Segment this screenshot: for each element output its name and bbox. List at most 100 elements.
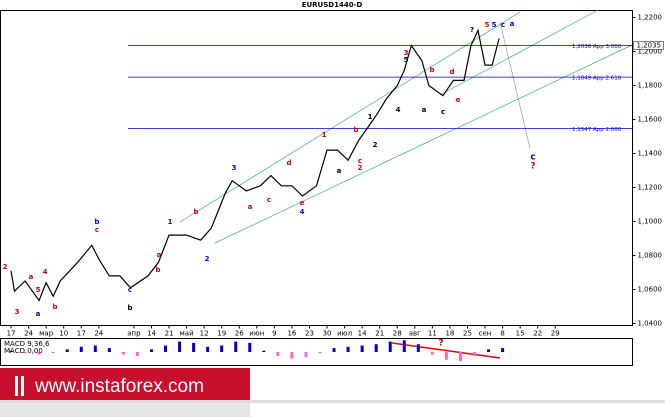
macd-bar xyxy=(346,346,350,352)
footer xyxy=(250,403,665,417)
plot-frame xyxy=(0,10,633,326)
x-tick-label: 11 xyxy=(428,330,437,338)
logo-bar xyxy=(15,376,18,396)
x-tick-label: 23 xyxy=(305,330,314,338)
x-tick-label: 25 xyxy=(463,330,472,338)
x-tick-label: 21 xyxy=(165,330,174,338)
macd-bar xyxy=(276,352,280,356)
x-tick-label: 12 xyxy=(200,330,209,338)
wave-label: 1 xyxy=(322,131,327,139)
y-tick-label: 1,2000 xyxy=(638,47,663,55)
macd-bar xyxy=(374,344,378,352)
current-price-label: 1,2035 xyxy=(637,42,662,50)
wave-label: a xyxy=(337,167,342,175)
wave-label: 2 xyxy=(358,164,363,172)
x-tick-label: июл xyxy=(337,330,352,338)
macd-bar xyxy=(487,349,491,352)
macd-bar xyxy=(304,352,308,358)
projection-line xyxy=(499,21,531,149)
wave-label: c xyxy=(530,153,535,163)
channel-upper xyxy=(179,11,521,223)
footer-line xyxy=(0,400,665,403)
divergence-line xyxy=(391,342,501,359)
x-tick-label: 19 xyxy=(217,330,226,338)
x-tick-label: 18 xyxy=(445,330,454,338)
x-tick-label: 24 xyxy=(94,330,103,338)
level-label: 1,1849 App 2.618 xyxy=(572,76,622,82)
x-tick-label: 29 xyxy=(551,330,560,338)
price-line xyxy=(10,28,500,302)
level-label: 1,1547 App 2.000 xyxy=(572,127,622,133)
macd-bar xyxy=(332,348,336,352)
wave-label: b xyxy=(429,66,434,74)
footer xyxy=(0,403,250,417)
macd-bar xyxy=(416,344,420,352)
wave-label: 5 xyxy=(36,286,41,294)
wave-label: 2 xyxy=(205,255,210,263)
wave-label: d xyxy=(286,159,291,167)
x-tick-label: 22 xyxy=(533,330,542,338)
level-label: 1,2036 App 3.000 xyxy=(572,44,622,50)
logo-bar xyxy=(21,376,24,396)
macd-frame xyxy=(0,338,633,366)
wave-label: a xyxy=(36,310,41,318)
wave-label: d xyxy=(449,68,454,76)
wave-label: a xyxy=(422,106,427,114)
wave-label: 3 xyxy=(404,49,409,57)
macd-bar xyxy=(388,341,392,352)
macd-bar xyxy=(164,345,168,352)
wave-label: 4 xyxy=(300,208,305,216)
y-tick-label: 1,1800 xyxy=(638,81,663,89)
macd-subtitle: MACD 0,00 xyxy=(4,347,43,355)
macd-bar xyxy=(473,352,476,356)
wave-label: b xyxy=(353,126,358,134)
wave-label: 4 xyxy=(43,268,48,276)
wave-label: c xyxy=(267,196,271,204)
x-tick-label: 24 xyxy=(24,330,33,338)
x-tick-label: 14 xyxy=(358,330,367,338)
wave-label: b xyxy=(94,218,99,226)
macd-bar xyxy=(458,352,462,362)
macd-bar xyxy=(79,346,83,352)
macd-bar xyxy=(360,345,364,352)
wave-label: a xyxy=(510,20,515,28)
y-tick-label: 1,1600 xyxy=(638,115,663,123)
wave-label: 2 xyxy=(3,263,8,271)
wave-label: 5 xyxy=(492,21,497,29)
wave-label: b xyxy=(127,304,132,312)
x-tick-label: 9 xyxy=(272,330,276,338)
wave-label: b xyxy=(193,208,198,216)
x-tick-label: 8 xyxy=(500,330,504,338)
x-tick-label: 30 xyxy=(323,330,332,338)
macd-bar xyxy=(93,345,97,352)
x-tick-label: 10 xyxy=(59,330,68,338)
chart-title: EURUSD1440-D xyxy=(302,1,363,9)
wave-label: 3 xyxy=(15,308,20,316)
macd-bar xyxy=(37,352,41,355)
wave-label: 3 xyxy=(232,164,237,172)
wave-label: ? xyxy=(470,26,474,34)
channel-inner xyxy=(439,9,599,96)
y-tick-label: 1,1200 xyxy=(638,183,663,191)
x-tick-label: авг xyxy=(409,330,421,338)
wave-label: c xyxy=(501,21,505,29)
current-price-box xyxy=(633,41,664,50)
wave-label: 5 xyxy=(485,21,490,29)
macd-bar xyxy=(135,352,139,356)
wave-label: e xyxy=(456,96,461,104)
banner: www.instaforex.com xyxy=(0,368,665,417)
channel-lines xyxy=(179,9,633,244)
channel-lower xyxy=(214,44,633,244)
macd-bar xyxy=(444,352,448,360)
wave-label: c xyxy=(95,226,99,234)
wave-label: 2 xyxy=(373,141,378,149)
macd-bar xyxy=(9,350,13,352)
wave-label: a xyxy=(248,203,253,211)
x-tick-label: 21 xyxy=(375,330,384,338)
banner-bg xyxy=(0,368,250,400)
x-tick-label: сен xyxy=(479,330,492,338)
wave-label: c xyxy=(358,157,362,165)
wave-label: b xyxy=(52,303,57,311)
